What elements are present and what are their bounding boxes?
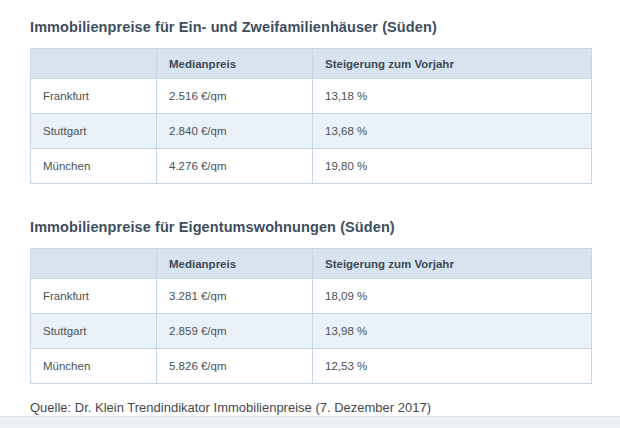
median-price-cell: 2.516 €/qm [157,79,313,114]
city-cell: Stuttgart [31,314,157,349]
column-header-steigerung: Steigerung zum Vorjahr [313,249,592,279]
page: Immobilienpreise für Ein- und Zweifamili… [0,0,620,428]
table-header-row: Medianpreis Steigerung zum Vorjahr [31,49,592,79]
change-cell: 12,53 % [313,349,592,384]
change-cell: 18,09 % [313,279,592,314]
median-price-cell: 3.281 €/qm [157,279,313,314]
table-ein-zweifamilienhaeuser: Medianpreis Steigerung zum Vorjahr Frank… [30,48,592,184]
change-cell: 13,68 % [313,114,592,149]
table-row-stuttgart: Stuttgart 2.840 €/qm 13,68 % [31,114,592,149]
bottom-divider-bar [0,416,620,428]
city-cell: München [31,149,157,184]
column-header-steigerung: Steigerung zum Vorjahr [313,49,592,79]
table-row-frankfurt: Frankfurt 3.281 €/qm 18,09 % [31,279,592,314]
city-cell: Frankfurt [31,79,157,114]
median-price-cell: 5.826 €/qm [157,349,313,384]
table-row-frankfurt: Frankfurt 2.516 €/qm 13,18 % [31,79,592,114]
change-cell: 13,98 % [313,314,592,349]
column-header-medianpreis: Medianpreis [157,49,313,79]
change-cell: 19,80 % [313,149,592,184]
table-row-muenchen: München 5.826 €/qm 12,53 % [31,349,592,384]
column-header-city [31,49,157,79]
median-price-cell: 2.840 €/qm [157,114,313,149]
city-cell: Stuttgart [31,114,157,149]
median-price-cell: 4.276 €/qm [157,149,313,184]
city-cell: München [31,349,157,384]
article-content: Immobilienpreise für Ein- und Zweifamili… [30,0,591,428]
table-row-stuttgart: Stuttgart 2.859 €/qm 13,98 % [31,314,592,349]
table-header-row: Medianpreis Steigerung zum Vorjahr [31,249,592,279]
column-header-medianpreis: Medianpreis [157,249,313,279]
column-header-city [31,249,157,279]
table-row-muenchen: München 4.276 €/qm 19,80 % [31,149,592,184]
median-price-cell: 2.859 €/qm [157,314,313,349]
section-title-ein-zweifamilienhaeuser: Immobilienpreise für Ein- und Zweifamili… [30,19,591,35]
source-citation: Quelle: Dr. Klein Trendindikator Immobil… [30,400,591,415]
table-eigentumswohnungen: Medianpreis Steigerung zum Vorjahr Frank… [30,248,592,384]
city-cell: Frankfurt [31,279,157,314]
change-cell: 13,18 % [313,79,592,114]
section-title-eigentumswohnungen: Immobilienpreise für Eigentumswohnungen … [30,219,591,235]
